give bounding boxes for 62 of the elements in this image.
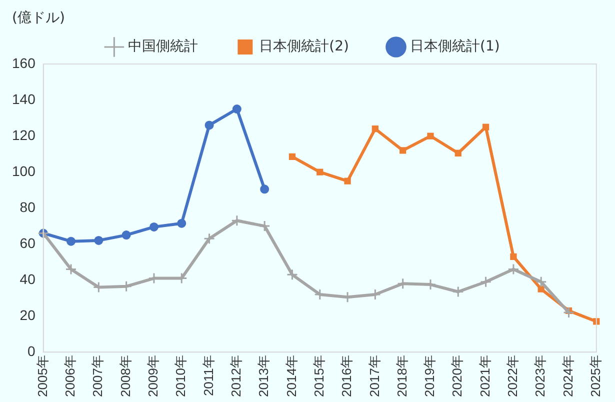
y-tick-label: 0 [28,342,36,359]
x-tick-label: 2005年 [34,355,50,397]
y-tick-label: 120 [12,126,36,143]
point [66,236,76,246]
y-tick-label: 20 [20,306,36,323]
point [65,264,77,276]
point [508,264,520,276]
y-tick-label: 160 [12,54,36,71]
x-tick-label: 2023年 [532,355,548,397]
point [177,218,186,228]
point [316,168,324,176]
x-tick-label: 2019年 [422,355,438,397]
x-tick-label: 2010年 [173,355,188,397]
legend-label: 日本側統計(2) [259,38,350,55]
point [535,276,547,288]
x-tick-label: 2015年 [311,355,326,397]
point [204,120,214,130]
x-tick-label: 2012年 [228,355,244,397]
x-tick-label: 2017年 [366,355,382,397]
y-tick-label: 80 [20,198,36,215]
point [480,276,492,288]
y-tick-label: 60 [20,234,36,251]
legend-label: 日本側統計(1) [410,38,500,55]
point [204,232,216,244]
point [231,214,243,226]
legend-label: 中国側統計 [128,38,198,55]
point [427,132,434,140]
point [400,147,406,154]
point [344,178,351,184]
x-tick-label: 2022年 [505,355,520,397]
point [258,220,270,232]
point [454,150,462,156]
x-tick-label: 2007年 [90,355,106,397]
point [149,222,158,232]
x-tick-label: 2008年 [118,355,133,397]
point [372,125,379,132]
x-tick-label: 2021年 [477,355,492,397]
x-tick-label: 2024年 [560,355,576,397]
x-tick-label: 2006年 [62,355,78,397]
point [260,184,270,194]
x-tick-label: 2016年 [339,355,354,397]
x-tick-label: 2025年 [588,355,603,397]
point [122,230,131,240]
point [286,268,298,280]
point [94,236,104,245]
y-tick-label: 100 [12,162,36,179]
x-tick-label: 2011年 [200,355,216,396]
point [232,104,242,114]
point [482,124,490,130]
x-tick-label: 2018年 [394,355,410,397]
x-tick-label: 2013年 [256,355,272,397]
point [538,286,544,292]
point [452,286,464,298]
y-tick-label: 140 [12,90,36,107]
x-tick-label: 2014年 [284,355,299,397]
point [563,306,574,318]
x-tick-label: 2020年 [450,355,465,397]
y-axis-title: (億ドル) [12,9,65,27]
x-tick-label: 2009年 [146,355,161,397]
point [510,253,517,260]
y-tick-label: 40 [20,270,36,287]
point [288,153,296,160]
